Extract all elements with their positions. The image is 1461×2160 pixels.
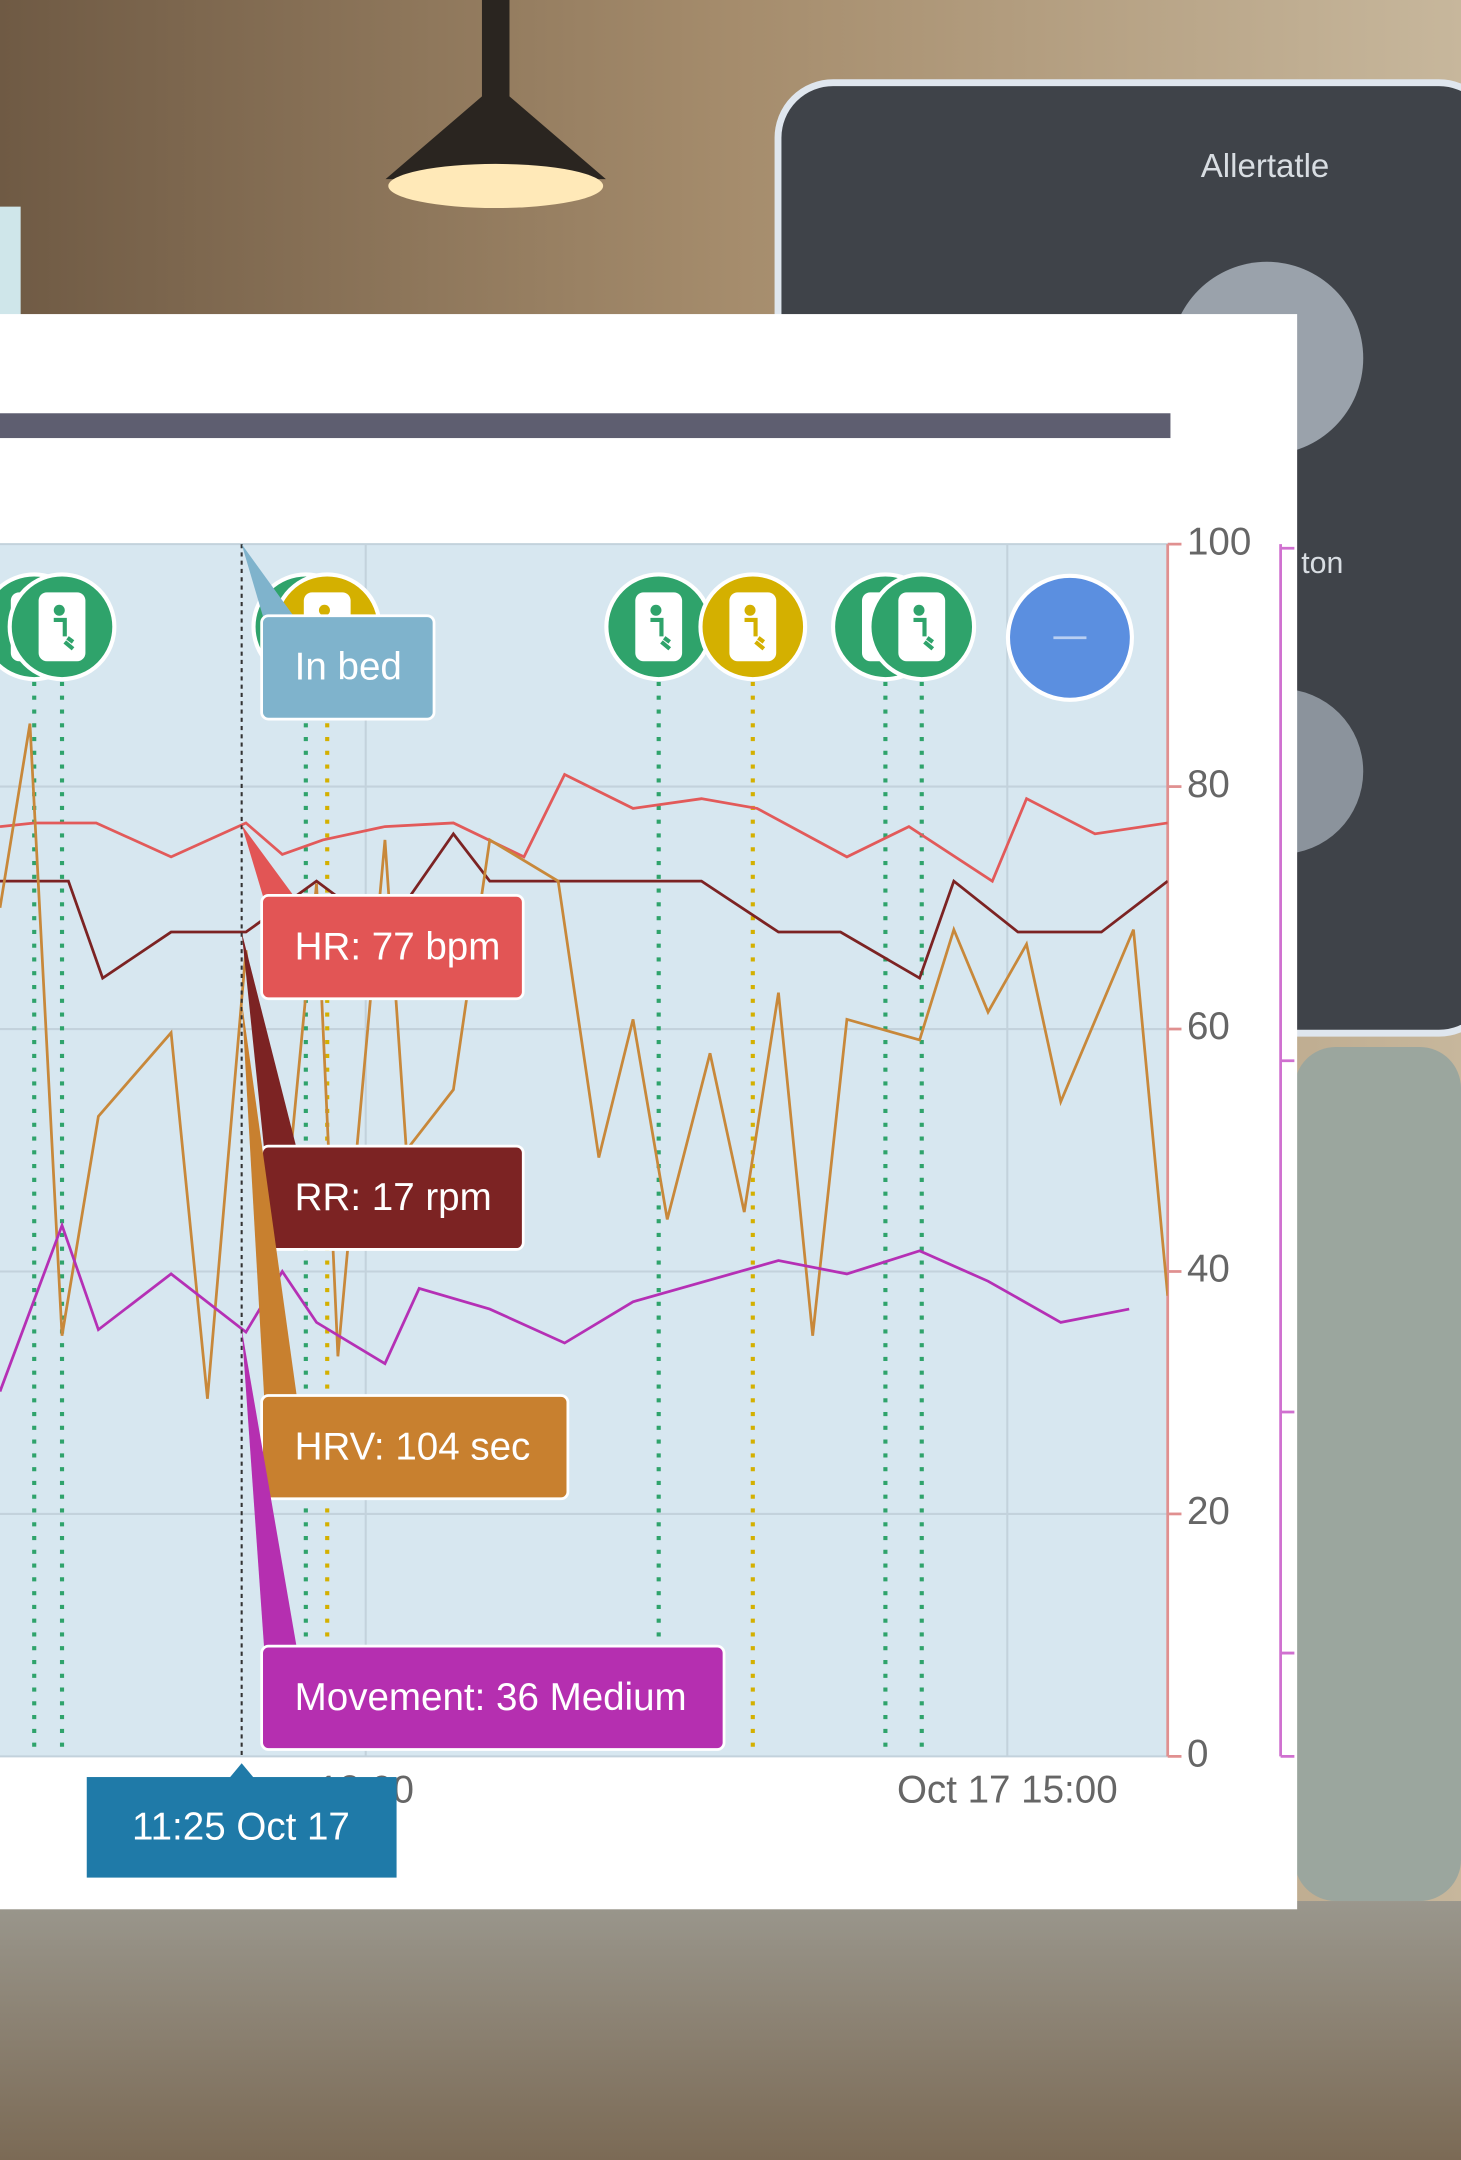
y-tick-label: 20 (1187, 1490, 1230, 1533)
cursor-label-text: 11:25 Oct 17 (132, 1806, 350, 1849)
tooltip (260, 1644, 726, 1751)
event-icon-door (729, 592, 777, 662)
event-icon-person (53, 617, 75, 651)
cursor-label (86, 1777, 397, 1878)
event-icon-person (53, 604, 65, 616)
header-bar (0, 413, 1171, 439)
event-icon-person (318, 604, 330, 616)
series-line (0, 723, 1168, 1399)
series-line (0, 831, 1168, 981)
photo-text: ton (1301, 547, 1343, 580)
x-tick-label: Oct 17 15:00 (897, 1768, 1118, 1811)
tooltip (260, 894, 525, 1001)
tooltip (260, 614, 436, 721)
y-tick-label: 60 (1187, 1005, 1230, 1048)
y-tick-label: 80 (1187, 763, 1230, 806)
tooltip-pointer (241, 932, 298, 1152)
event-icon-person (913, 604, 925, 616)
event-icon-door (635, 592, 683, 662)
cursor-label-pointer (227, 1763, 256, 1780)
y-tick-label: 40 (1187, 1248, 1230, 1291)
overlay: In bed HR: 77 bpm RR: 17 rpm HRV: 104 sec Mo… (0, 544, 1134, 1878)
event-icon-person (913, 617, 935, 651)
tooltip-text: In bed (295, 646, 402, 689)
y-tick-label: 100 (1187, 520, 1251, 563)
event-icon-person (650, 617, 672, 651)
event-icon-door (898, 592, 946, 662)
plot-area (0, 544, 1168, 1757)
tooltip-pointer (241, 1328, 298, 1652)
event-icon-person (744, 617, 766, 651)
series-line (0, 1221, 1130, 1392)
photo-text: Allertatle (1201, 148, 1330, 185)
tooltip-pointer (241, 1000, 298, 1401)
tooltip-text: HRV: 104 sec (295, 1425, 531, 1468)
secondary-axis-ticks (1280, 546, 1295, 1758)
event-icon-person (650, 604, 662, 616)
tooltip-text: RR: 17 rpm (295, 1176, 492, 1219)
tooltip-text: HR: 77 bpm (295, 925, 501, 968)
event-icon-door (38, 592, 86, 662)
y-tick-label: 0 (1187, 1733, 1208, 1776)
series-line (0, 772, 1168, 884)
event-icon-person (744, 604, 756, 616)
tooltip-text: Movement: 36 Medium (295, 1676, 687, 1719)
